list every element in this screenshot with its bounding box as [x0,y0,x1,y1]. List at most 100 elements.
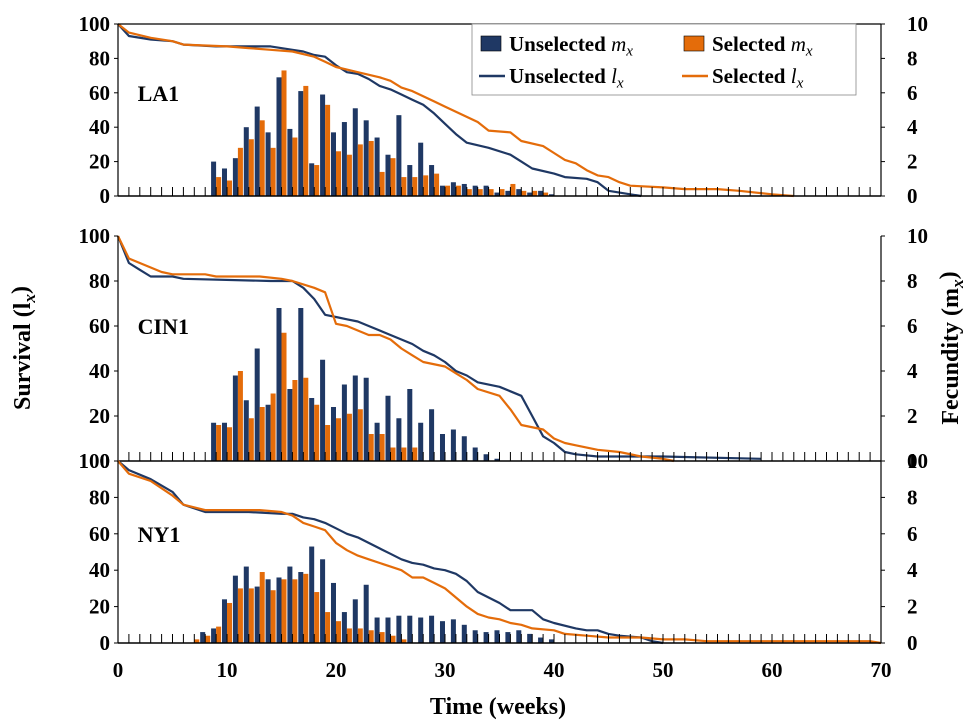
bar-unselected-mx [232,375,238,461]
y-left-tick-label: 0 [100,449,111,473]
bar-selected-mx [248,139,254,196]
bar-selected-mx [510,183,516,196]
bar-selected-mx [434,173,440,196]
y-left-tick-label: 40 [89,115,110,139]
bar-unselected-mx [516,189,522,196]
bar-selected-mx [292,579,298,643]
y-left-tick-label: 20 [89,595,110,619]
label-main: Survival (l [10,302,36,410]
bar-unselected-mx [254,586,260,643]
bar-selected-mx [292,137,298,196]
legend-symbol: m [785,32,805,56]
y-right-tick-label: 6 [907,81,918,105]
y-left-tick-label: 100 [79,224,111,248]
label-subscript: x [948,279,967,289]
legend-label: Unselected lx [509,64,624,92]
bar-unselected-mx [483,632,489,643]
y-right-tick-label: 4 [907,359,918,383]
y-right-tick-label: 2 [907,404,918,428]
bar-selected-mx [314,592,320,643]
bar-unselected-mx [330,582,336,643]
line-unselected-lx [117,460,664,645]
y-right-tick-label: 4 [907,558,918,582]
bar-unselected-mx [341,612,347,643]
bar-unselected-mx [450,182,456,196]
bar-selected-mx [237,371,243,461]
bar-unselected-mx [450,429,456,461]
bar-unselected-mx [243,127,249,196]
bar-unselected-mx [450,619,456,643]
bar-unselected-mx [461,624,467,643]
bar-unselected-mx [505,632,511,643]
bar-selected-mx [227,427,233,461]
legend-box [471,23,857,96]
legend-series-name: Unselected [509,32,606,56]
bar-unselected-mx [385,395,391,461]
legend-swatch-bar [480,35,502,52]
bar-selected-mx [499,189,505,196]
bar-selected-mx [401,639,407,643]
bar-unselected-mx [363,120,369,196]
y-right-tick-label: 0 [907,184,918,208]
bar-unselected-mx [374,422,380,461]
bar-selected-mx [270,147,276,196]
bar-selected-mx [194,639,200,643]
bar-unselected-mx [298,308,304,461]
bar-selected-mx [477,189,483,196]
bar-unselected-mx [461,436,467,461]
line-selected-lx [117,23,794,198]
bar-selected-mx [237,588,243,643]
bar-selected-mx [423,175,429,196]
bar-selected-mx [379,171,385,196]
bar-selected-mx [346,413,352,461]
bar-unselected-mx [483,454,489,461]
bar-unselected-mx [418,422,424,461]
y-left-tick-label: 40 [89,558,110,582]
y-right-tick-label: 2 [907,595,918,619]
bar-unselected-mx [243,400,249,461]
bar-unselected-mx [265,404,271,461]
bar-unselected-mx [232,158,238,196]
bar-unselected-mx [505,190,511,196]
legend-series-name: Selected [712,64,786,88]
legend-subscript: x [616,76,624,92]
bar-selected-mx [368,140,374,196]
bar-unselected-mx [494,458,500,461]
bar-selected-mx [488,189,494,196]
bar-unselected-mx [439,621,445,643]
x-tick-label: 20 [326,658,347,682]
bar-unselected-mx [538,637,544,643]
y-right-tick-label: 10 [907,449,928,473]
bar-selected-mx [227,602,233,643]
bar-unselected-mx [298,91,304,196]
x-tick-label: 0 [113,658,124,682]
x-tick-label: 40 [544,658,565,682]
x-tick-label: 30 [435,658,456,682]
bar-unselected-mx [548,639,554,643]
bar-unselected-mx [396,615,402,643]
bar-unselected-mx [341,384,347,461]
bar-unselected-mx [374,617,380,643]
bar-selected-mx [303,85,309,196]
axis-titles: Survival (lx) Fecundity (mx) Time (weeks… [8,271,967,720]
bar-unselected-mx [396,115,402,196]
bar-unselected-mx [287,389,293,461]
x-axis-title: Time (weeks) [430,694,566,720]
bar-unselected-mx [418,142,424,196]
bar-unselected-mx [330,407,336,461]
bar-unselected-mx [527,633,533,643]
panel-label: NY1 [138,522,181,547]
bar-unselected-mx [407,165,413,196]
bar-unselected-mx [320,559,326,643]
bar-unselected-mx [407,389,413,461]
bar-unselected-mx [439,434,445,461]
bar-unselected-mx [472,185,478,196]
bar-selected-mx [227,180,233,196]
bar-unselected-mx [472,447,478,461]
bar-unselected-mx [527,192,533,196]
bar-unselected-mx [221,599,227,643]
bar-unselected-mx [461,183,467,196]
panel-la1: 0 20 40 60 80 100 0 2 4 6 8 10 LA1 [79,12,929,208]
